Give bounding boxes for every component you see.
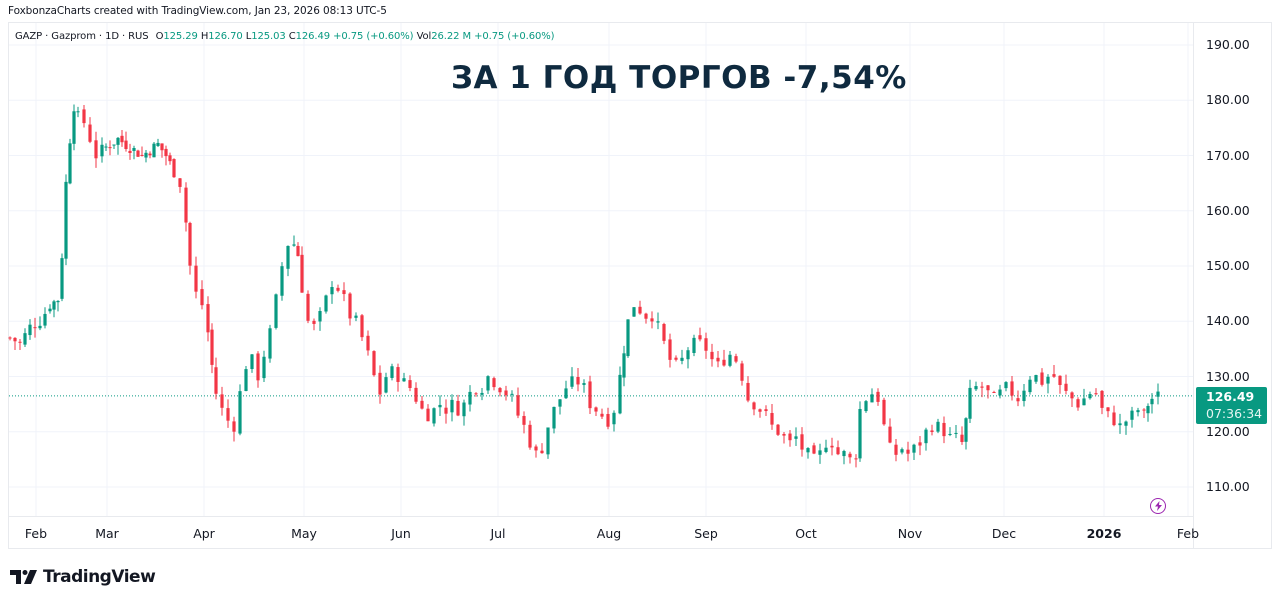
close-label: C (288, 31, 296, 42)
volume-label: Vol (416, 31, 432, 42)
lightning-icon[interactable] (1150, 498, 1166, 514)
price-tick-label: 110.00 (1206, 479, 1250, 494)
time-tick-label: Nov (897, 526, 923, 541)
price-tick-label: 190.00 (1206, 37, 1250, 52)
tradingview-logo[interactable]: TradingView (10, 567, 156, 587)
chart-title: ЗА 1 ГОД ТОРГОВ -7,54% (451, 60, 907, 96)
time-tick-label: Feb (24, 526, 48, 541)
chart-credit: FoxbonzaCharts created with TradingView.… (8, 5, 387, 17)
low-label: L (245, 31, 252, 42)
price-tick-label: 130.00 (1206, 368, 1250, 384)
open-value: 125.29 (163, 31, 198, 42)
last-price: 126.49 (1206, 389, 1255, 404)
volume-value: 26.22 M (431, 31, 471, 42)
time-tick-label: Feb (1176, 526, 1200, 541)
symbol-legend: GAZP · Gazprom · 1D · RUS O125.29 H126.7… (15, 31, 555, 42)
time-tick-label: Jun (391, 526, 411, 541)
price-tick-label: 160.00 (1206, 202, 1250, 218)
volume-change: +0.75 (+0.60%) (474, 31, 555, 42)
price-tick-label: 140.00 (1206, 313, 1250, 329)
time-tick-label: 2026 (1086, 526, 1122, 541)
time-tick-label: Dec (991, 526, 1017, 541)
bar-countdown: 07:36:34 (1206, 406, 1263, 421)
time-tick-label: Aug (596, 526, 622, 541)
price-tick-label: 150.00 (1206, 258, 1250, 273)
candles (8, 104, 1160, 468)
price-tick-label: 180.00 (1206, 92, 1250, 108)
time-tick-label: May (291, 526, 317, 541)
low-value: 125.03 (251, 31, 286, 42)
high-label: H (200, 31, 209, 42)
open-label: O (155, 31, 164, 42)
price-tick-label: 120.00 (1206, 423, 1250, 439)
time-axis-separator (8, 516, 1193, 517)
close-value: 126.49 (295, 31, 330, 42)
time-tick-label: Sep (694, 526, 718, 541)
price-axis-separator (1193, 22, 1194, 549)
symbol-name[interactable]: GAZP · Gazprom · 1D · RUS (15, 31, 149, 42)
time-tick-label: Mar (95, 526, 119, 541)
time-tick-label: Jul (490, 526, 506, 541)
high-value: 126.70 (208, 31, 243, 42)
time-tick-label: Apr (193, 526, 215, 541)
last-price-tag: 126.49 07:36:34 (1196, 387, 1267, 424)
tradingview-logo-icon (10, 570, 37, 584)
time-tick-label: Oct (795, 526, 817, 541)
price-tick-label: 170.00 (1206, 147, 1250, 163)
tradingview-brand-name: TradingView (43, 567, 156, 587)
chart-frame (8, 22, 1272, 549)
change-value: +0.75 (+0.60%) (333, 31, 414, 42)
